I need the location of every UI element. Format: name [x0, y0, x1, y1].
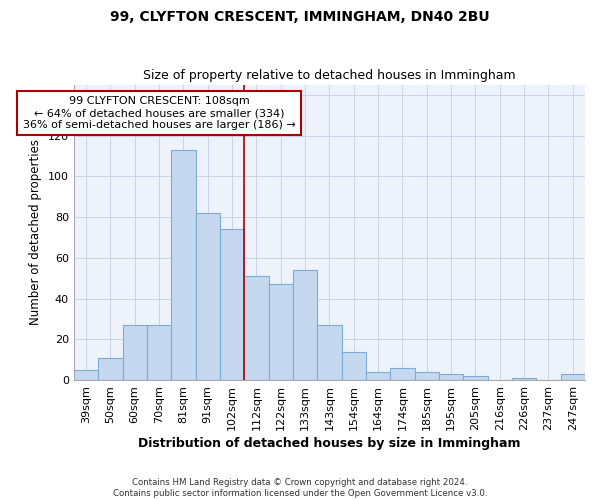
Bar [293, 270, 317, 380]
Text: Contains HM Land Registry data © Crown copyright and database right 2024.
Contai: Contains HM Land Registry data © Crown c… [113, 478, 487, 498]
Bar [98, 358, 122, 380]
Bar [463, 376, 488, 380]
X-axis label: Distribution of detached houses by size in Immingham: Distribution of detached houses by size … [138, 437, 521, 450]
Y-axis label: Number of detached properties: Number of detached properties [29, 140, 43, 326]
Text: 99 CLYFTON CRESCENT: 108sqm
← 64% of detached houses are smaller (334)
36% of se: 99 CLYFTON CRESCENT: 108sqm ← 64% of det… [23, 96, 295, 130]
Bar [220, 230, 244, 380]
Title: Size of property relative to detached houses in Immingham: Size of property relative to detached ho… [143, 69, 516, 82]
Bar [317, 325, 341, 380]
Bar [560, 374, 585, 380]
Bar [512, 378, 536, 380]
Text: 99, CLYFTON CRESCENT, IMMINGHAM, DN40 2BU: 99, CLYFTON CRESCENT, IMMINGHAM, DN40 2B… [110, 10, 490, 24]
Bar [415, 372, 439, 380]
Bar [122, 325, 147, 380]
Bar [147, 325, 171, 380]
Bar [390, 368, 415, 380]
Bar [439, 374, 463, 380]
Bar [196, 213, 220, 380]
Bar [269, 284, 293, 380]
Bar [341, 352, 366, 380]
Bar [244, 276, 269, 380]
Bar [366, 372, 390, 380]
Bar [171, 150, 196, 380]
Bar [74, 370, 98, 380]
